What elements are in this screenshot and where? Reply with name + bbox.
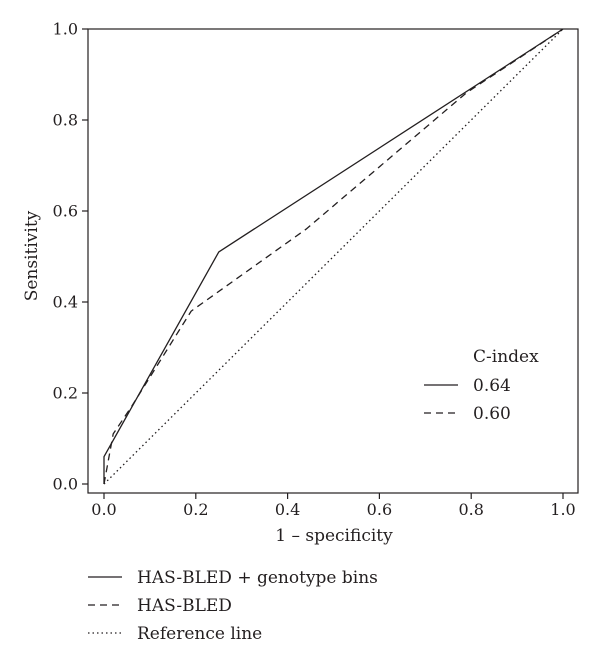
y-tick-label: 0.0 — [53, 475, 78, 494]
y-tick-label: 0.2 — [53, 384, 78, 403]
x-tick-label: 0.8 — [458, 500, 483, 519]
c-index-legend-title: C-index — [473, 347, 539, 367]
x-tick-label: 1.0 — [550, 500, 575, 519]
y-tick-label: 0.4 — [53, 293, 78, 312]
x-tick-label: 0.4 — [275, 500, 300, 519]
x-axis: 0.0 0.2 0.4 0.6 0.8 1.0 — [91, 493, 576, 519]
legend-label-solid: HAS-BLED + genotype bins — [137, 568, 378, 588]
x-tick-label: 0.6 — [367, 500, 392, 519]
series-line-solid — [103, 28, 564, 484]
x-tick-label: 0.0 — [91, 500, 116, 519]
y-tick-label: 0.8 — [53, 111, 78, 130]
plot-area-frame — [87, 28, 579, 494]
x-tick-label: 0.2 — [183, 500, 208, 519]
x-axis-title: 1 – specificity — [275, 526, 393, 546]
series-line-dashed — [103, 28, 564, 485]
y-tick-label: 0.6 — [53, 202, 78, 221]
y-axis: 0.0 0.2 0.4 0.6 0.8 1.0 — [53, 20, 88, 494]
legend-label-dashed: HAS-BLED — [137, 596, 232, 616]
series-group — [103, 28, 564, 485]
c-index-value-solid: 0.64 — [473, 376, 511, 396]
y-tick-label: 1.0 — [53, 20, 78, 39]
legend-label-dotted: Reference line — [137, 624, 262, 644]
c-index-value-dashed: 0.60 — [473, 404, 511, 424]
series-legend: HAS-BLED + genotype bins HAS-BLED Refere… — [88, 568, 378, 644]
c-index-legend: C-index 0.64 0.60 — [424, 347, 539, 424]
y-axis-title: Sensitivity — [22, 210, 42, 301]
